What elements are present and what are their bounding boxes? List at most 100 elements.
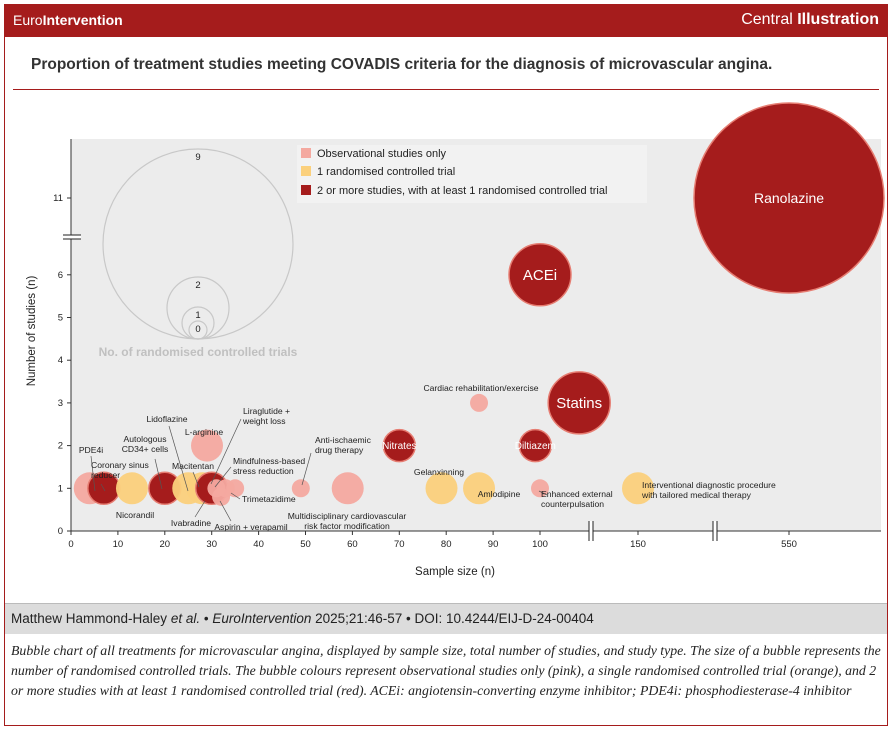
bubble-label-line: Lidoflazine [146, 414, 187, 424]
y-tick-label: 2 [58, 441, 63, 452]
bubble-label-enhanced-external-counterpulsation: Enhanced external counterpulsation [541, 489, 613, 509]
legend-label-observational: Observational studies only [317, 148, 447, 160]
title-divider [13, 89, 879, 90]
leader-line-mindfulness-based-stress-reduction [214, 466, 232, 488]
legend-label-multi: 2 or more studies, with at least 1 rando… [317, 185, 607, 197]
x-tick-label: 150 [630, 539, 646, 550]
bubble-label-line: CD34+ cells [122, 444, 169, 454]
bubble-label-line: Coronary sinus [91, 460, 149, 470]
size-legend-value: 9 [195, 152, 200, 163]
bubble-l-arginine [191, 429, 224, 462]
x-tick-label: 50 [300, 539, 311, 550]
x-axis-title: Sample size (n) [415, 566, 495, 578]
header-bar: EuroIntervention Central Illustration [5, 5, 887, 37]
legend-label-one_rct: 1 randomised controlled trial [317, 166, 455, 178]
size-legend-value: 1 [195, 310, 200, 321]
bubble-label-line: Enhanced external [541, 489, 613, 499]
x-tick-label: 10 [113, 539, 124, 550]
bubble-label-line: Cardiac rehabilitation/exercise [423, 383, 538, 393]
figure-frame: EuroIntervention Central Illustration Pr… [4, 4, 888, 726]
bubble-label-autologous-cd34-cells: Autologous CD34+ cells [122, 434, 169, 454]
bubble-label-line: Ivabradine [171, 518, 211, 528]
legend-swatch-one_rct [301, 166, 311, 176]
bubble-label-ivabradine: Ivabradine [171, 518, 211, 528]
x-tick-label: 100 [532, 539, 548, 550]
label-part-a: Central [741, 11, 798, 28]
bubble-label-line: counterpulsation [541, 499, 604, 509]
leader-line-lidoflazine [168, 425, 189, 492]
size-legend-value: 2 [195, 280, 200, 291]
leader-line-trimetazidime [230, 492, 241, 500]
journal-brand: EuroIntervention [13, 12, 123, 28]
bubble-multidisciplinary-cardiovascular-risk-factor-modification [331, 472, 364, 505]
size-legend-title: No. of randomised controlled trials [99, 345, 298, 359]
x-tick-label: 20 [160, 539, 171, 550]
leader-line-ivabradine [194, 500, 206, 518]
leader-line-coronary-sinus-reducer [100, 483, 106, 492]
bubble-label-amlodipine: Amlodipine [478, 489, 521, 499]
bubble-label-aspirin-verapamil: Aspirin + verapamil [214, 522, 287, 532]
legend-box [297, 145, 647, 203]
bubble-label-line: PDE4i [79, 445, 103, 455]
bubble-label-coronary-sinus-reducer: Coronary sinus reducer [91, 460, 149, 480]
bubble-label-liraglutide-weight-loss: Liraglutide + weight loss [242, 406, 290, 426]
leader-line-anti-ischaemic-drug-therapy [301, 452, 312, 486]
x-tick-label: 80 [441, 539, 452, 550]
bubble-label-line: Macitentan [172, 461, 214, 471]
legend-swatch-observational [301, 148, 311, 158]
bubble-label-line: Liraglutide + [243, 406, 290, 416]
bubble-interventional-diagnostic-procedure-with-tailored-medical-therapy [622, 472, 654, 505]
bubble-label-line: with tailored medical therapy [641, 490, 752, 500]
bubble-label-line: Interventional diagnostic procedure [642, 480, 776, 490]
bubble-label-line: Gelanxinning [414, 467, 464, 477]
y-tick-label: 6 [58, 270, 63, 281]
x-tick-label: 60 [347, 539, 358, 550]
bubble-label-line: Aspirin + verapamil [214, 522, 287, 532]
bubble-label-interventional-diagnostic-procedure-with-tailored-medical-therapy: Interventional diagnostic procedure with … [641, 480, 776, 500]
bubble-ranolazine [693, 102, 885, 294]
y-tick-label: 0 [58, 526, 63, 537]
bubble-label-line: Amlodipine [478, 489, 521, 499]
central-illustration-label: Central Illustration [741, 11, 879, 29]
bubble-label-multidisciplinary-cardiovascular-risk-factor-modification: Multidisciplinary cardiovascular risk fac… [288, 511, 407, 531]
x-tick-label: 40 [253, 539, 264, 550]
bubble-label-line: Autologous [123, 434, 166, 444]
bubble-label-diltiazem: Diltiazem [515, 441, 556, 452]
leader-line-enhanced-external-counterpulsation [538, 490, 548, 496]
citation-authors: Matthew Hammond-Haley [11, 611, 171, 626]
bubble-label-gelanxinning: Gelanxinning [414, 467, 464, 477]
size-legend-circle [188, 320, 208, 340]
bubble-label-line: drug therapy [315, 445, 364, 455]
brand-part-b: Intervention [42, 12, 123, 28]
bubble-label-l-arginine: L-arginine [185, 427, 223, 437]
leader-line-liraglutide-weight-loss [210, 418, 242, 485]
citation-journal: EuroIntervention [212, 611, 312, 626]
bubble-amlodipine [463, 472, 496, 505]
bubble-label-anti-ischaemic-drug-therapy: Anti-ischaemic drug therapy [315, 435, 372, 455]
bubble-label-ranolazine: Ranolazine [754, 190, 824, 206]
bubble-label-acei: ACEi [523, 267, 557, 284]
bubble-trimetazidime [216, 479, 235, 498]
bubble-label-pde4i: PDE4i [79, 445, 103, 455]
citation-etal: et al. [170, 611, 201, 626]
bubble-label-line: Nicorandil [116, 510, 154, 520]
bubble-diltiazem [518, 428, 553, 463]
leader-line-macitentan [192, 471, 200, 488]
bubble-label-trimetazidime: Trimetazidime [242, 494, 296, 504]
bubble-gelanxinning [425, 472, 458, 505]
bubble-label-line: Trimetazidime [242, 494, 296, 504]
bubble-label-line: Multidisciplinary cardiovascular [288, 511, 407, 521]
y-tick-label: 3 [58, 398, 63, 409]
bubble-label-line: stress reduction [233, 466, 294, 476]
leader-line-autologous-cd34-cells [154, 458, 163, 490]
bubble-label-line: Mindfulness-based [233, 456, 305, 466]
citation-separator: • [200, 611, 213, 626]
bubble-label-macitentan: Macitentan [172, 461, 214, 471]
size-legend-value: 0 [195, 324, 200, 335]
bubble-label-line: Anti-ischaemic [315, 435, 372, 445]
bubble-anti-ischaemic-drug-therapy [291, 479, 310, 498]
y-tick-label: 11 [53, 193, 63, 204]
bubble-label-line: weight loss [242, 416, 286, 426]
y-tick-label: 1 [58, 483, 63, 494]
bubble-cardiac-rehabilitation-exercise [470, 393, 489, 412]
